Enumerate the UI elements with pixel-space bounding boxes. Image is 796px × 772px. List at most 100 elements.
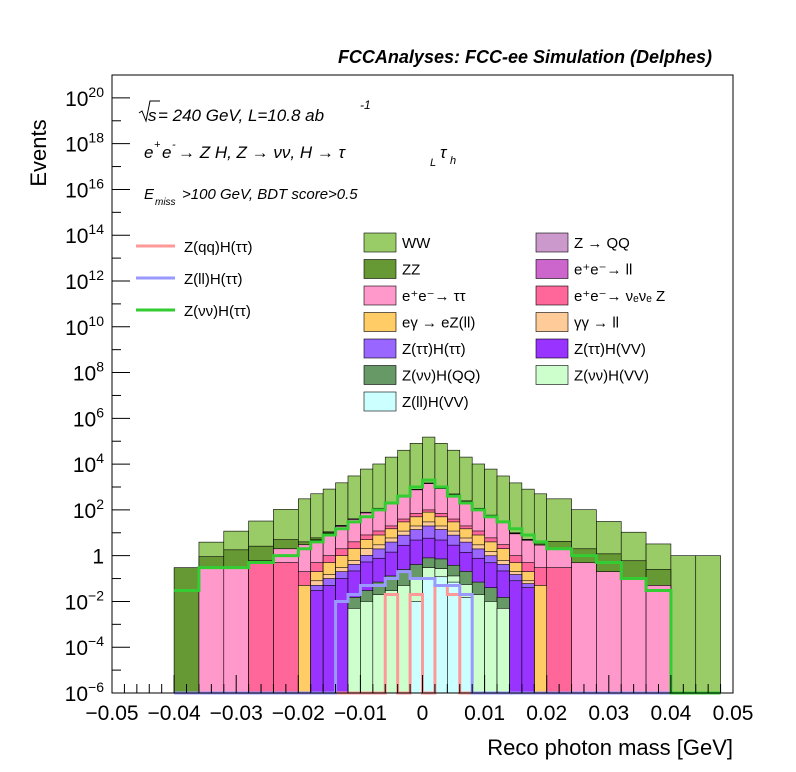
bar-z-h-vv--13: [397, 585, 411, 694]
process-e2: e: [162, 143, 171, 162]
bar-z-ll-h-vv--18: [459, 597, 473, 694]
legend-box-label: ZZ: [402, 262, 420, 279]
legend-box-swatch: [535, 365, 569, 385]
bar-zz-0: [173, 567, 200, 694]
bar-z-ll-h-vv--15: [422, 578, 436, 694]
y-tick-label: 1012: [65, 267, 104, 294]
cut-rest: >100 GeV, BDT score>0.5: [182, 186, 358, 203]
bar-e-e--27: [596, 571, 622, 694]
histogram-stack: [173, 436, 721, 694]
legend-box-swatch: [363, 338, 397, 359]
bar-z-h-vv--12: [384, 590, 398, 694]
legend-box-swatch: [363, 259, 397, 279]
axes: −0.05 −0.04 −0.03 −0.02 −0.01 0 0.01 0.02 0.03 0.…: [65, 84, 754, 725]
x-tick-label: 0.04: [650, 702, 691, 725]
legend-box-label: e⁺e⁻→ ll: [574, 262, 632, 279]
bar-z-h-vv--23: [521, 587, 535, 694]
legend: Z(qq)H(ττ) Z(ll)H(ττ) Z(νν)H(ττ) WW ZZ e⁺e⁻→ …: [136, 232, 665, 412]
bar-ww-30: [670, 555, 697, 694]
bar-e-e--28: [620, 578, 647, 694]
process-rest: → Z H, Z → νν, H → τ: [178, 143, 347, 162]
legend-box-label: Z(ll)H(VV): [402, 394, 469, 411]
bar-ww-31: [695, 555, 721, 694]
legend-box-swatch: [535, 232, 569, 253]
bar-e-ez-ll--24: [533, 585, 548, 694]
y-tick-label: 108: [73, 359, 104, 386]
y-axis-label: Events: [26, 119, 51, 186]
process-sup2: -: [172, 139, 176, 151]
legend-box-swatch: [535, 259, 569, 279]
bar-e-e-z-3: [248, 562, 274, 694]
cut-E: E: [144, 186, 155, 203]
legend-box-swatch: [535, 285, 569, 306]
bar-e-e--29: [645, 585, 672, 694]
annotation-energy: s = 240 GeV, L=10.8 ab -1: [138, 98, 371, 125]
process-sub1: L: [430, 157, 436, 169]
annotation-lumi-exp: -1: [360, 98, 371, 112]
legend-box-label: eγ → eZ(ll): [402, 315, 475, 332]
legend-box-label: Z(ττ)H(ττ): [402, 341, 466, 358]
y-tick-label: 1014: [65, 221, 104, 248]
bar-z-h-vv--21: [496, 608, 510, 694]
y-tick-label: 104: [73, 450, 104, 477]
annotation-cuts: E miss >100 GeV, BDT score>0.5: [144, 186, 358, 208]
bar-e-e-z-4: [273, 562, 299, 694]
annotation-energy-rest: = 240 GeV, L=10.8 ab: [158, 106, 324, 125]
y-tick-label: 1020: [65, 84, 104, 111]
legend-box-swatch: [363, 391, 397, 412]
x-tick-label: 0.03: [588, 702, 629, 725]
bar-z-ll-h-vv--14: [409, 601, 423, 694]
bar-z-h-vv--8: [335, 578, 349, 694]
legend-box-swatch: [363, 365, 397, 385]
annotation-process: e + e - → Z H, Z → νν, H → τ L τ h: [144, 139, 456, 169]
bar-e-e--2: [223, 567, 249, 694]
y-tick-label: 102: [73, 496, 104, 523]
x-tick-label: −0.01: [334, 702, 387, 725]
bar-z-h-vv--11: [372, 594, 386, 694]
bar-z-h-vv--22: [509, 580, 523, 694]
x-tick-label: 0.02: [526, 702, 567, 725]
y-tick-label: 1016: [65, 175, 104, 202]
process-sup1: +: [154, 139, 161, 151]
legend-box-label: Z(νν)H(VV): [574, 368, 649, 385]
legend-box-swatch: [535, 312, 569, 332]
x-tick-label: 0.05: [713, 702, 754, 725]
legend-box-swatch: [535, 338, 569, 359]
bar-e-e--1: [198, 567, 225, 694]
x-tick-label: 0.01: [464, 702, 505, 725]
process-e1: e: [144, 143, 153, 162]
legend-line-label: Z(νν)H(ττ): [184, 303, 251, 320]
legend-line-label: Z(ll)H(ττ): [184, 271, 243, 288]
legend-box-label: Z → QQ: [574, 235, 630, 252]
legend-box-swatch: [363, 232, 397, 253]
y-tick-label: 1: [92, 546, 104, 569]
cut-sub: miss: [155, 197, 176, 208]
x-tick-label: −0.03: [210, 702, 263, 725]
legend-box-label: Z(ττ)H(VV): [574, 341, 646, 358]
y-tick-label: 1018: [65, 130, 104, 157]
annotation-sqrt-s: s: [148, 106, 157, 125]
bar-z-h-vv--6: [310, 590, 324, 694]
bar-z-h-vv--7: [322, 585, 336, 694]
process-sub2: h: [450, 155, 456, 167]
bar-e-e--26: [571, 562, 597, 694]
x-tick-label: −0.04: [148, 702, 201, 725]
x-axis-label: Reco photon mass [GeV]: [487, 735, 733, 760]
bar-z-h-vv--19: [471, 594, 485, 694]
bar-z-h-vv--20: [484, 601, 498, 694]
legend-box-swatch: [363, 312, 397, 332]
legend-box-label: WW: [402, 235, 431, 252]
x-tick-label: −0.05: [85, 702, 138, 725]
y-tick-label: 10−4: [65, 633, 105, 660]
y-tick-label: 1010: [65, 313, 104, 340]
x-tick-label: −0.02: [272, 702, 325, 725]
bar-z-h-vv--9: [347, 608, 361, 694]
bar-z-h-vv--10: [360, 601, 374, 694]
process-tau2: τ: [440, 143, 448, 162]
bar-z-ll-h-vv--17: [447, 581, 461, 694]
bar-e-e-z-25: [546, 567, 572, 694]
signal-line-2: [174, 478, 721, 695]
chart-title: FCCAnalyses: FCC-ee Simulation (Delphes): [338, 47, 712, 67]
x-tick-label: 0: [417, 702, 429, 725]
